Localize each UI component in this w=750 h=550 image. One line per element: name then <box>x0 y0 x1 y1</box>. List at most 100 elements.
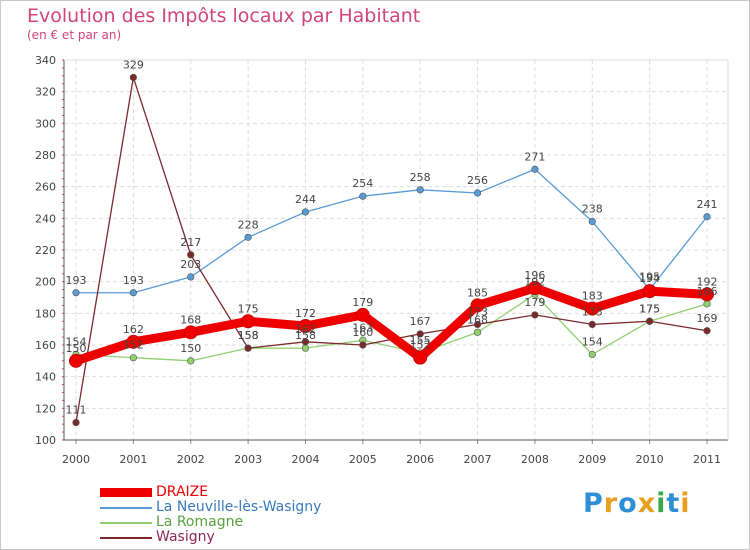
data-point <box>301 208 310 216</box>
y-minor-tick <box>62 423 64 425</box>
y-tick-label: 120 <box>35 402 56 415</box>
y-tick-label: 300 <box>35 117 56 130</box>
y-minor-tick <box>62 59 64 61</box>
y-minor-tick <box>62 407 64 409</box>
y-minor-tick <box>62 344 64 346</box>
y-minor-tick <box>62 320 64 322</box>
y-minor-tick <box>62 304 64 306</box>
x-tick-label: 2004 <box>291 453 319 466</box>
data-label: 196 <box>524 269 545 282</box>
data-point <box>416 186 424 194</box>
x-tick-label: 2007 <box>464 453 492 466</box>
x-tick-label: 2001 <box>119 453 147 466</box>
logo-letter: r <box>603 488 619 519</box>
y-minor-tick <box>62 439 64 441</box>
legend-label-la-neuville: La Neuville-lès-Wasigny <box>156 499 322 515</box>
y-minor-tick <box>62 273 64 275</box>
legend-label-draize: DRAIZE <box>156 484 209 500</box>
y-minor-tick <box>62 328 64 330</box>
legend-label-la-romagne: La Romagne <box>156 514 244 530</box>
data-point <box>642 284 657 299</box>
y-minor-tick <box>62 122 64 124</box>
y-minor-tick <box>62 83 64 85</box>
y-minor-tick <box>62 384 64 386</box>
data-point <box>129 354 137 362</box>
y-tick-label: 320 <box>35 86 56 99</box>
data-label: 193 <box>66 274 87 287</box>
y-minor-tick <box>62 257 64 259</box>
logo-letter: t <box>666 488 681 519</box>
y-tick-label: 140 <box>35 371 56 384</box>
data-point <box>359 192 367 200</box>
chart-title: Evolution des Impôts locaux par Habitant <box>27 5 421 27</box>
data-label: 228 <box>238 218 259 231</box>
data-label: 154 <box>66 336 87 349</box>
data-label: 256 <box>467 174 488 187</box>
x-tick-label: 2003 <box>234 453 262 466</box>
data-point <box>473 328 482 336</box>
data-label: 192 <box>524 275 545 288</box>
data-label: 160 <box>352 326 373 339</box>
y-minor-tick <box>62 360 64 362</box>
y-minor-tick <box>62 178 64 180</box>
data-point <box>298 319 313 333</box>
data-label: 254 <box>352 177 373 190</box>
data-point <box>473 189 482 197</box>
logo-letter: i <box>656 488 667 519</box>
data-label: 193 <box>123 274 144 287</box>
data-point <box>359 341 367 349</box>
logo-letter: P <box>583 488 604 519</box>
x-tick-label: 2000 <box>62 453 90 466</box>
data-point <box>72 418 80 427</box>
logo-letter: o <box>618 488 638 519</box>
data-label: 158 <box>238 329 259 342</box>
data-label: 203 <box>180 258 201 271</box>
data-label: 195 <box>639 271 660 284</box>
data-label: 158 <box>295 329 316 342</box>
data-point <box>700 287 714 302</box>
data-point <box>588 320 596 329</box>
data-label: 173 <box>582 305 603 318</box>
y-minor-tick <box>62 217 64 219</box>
data-point <box>187 357 195 365</box>
y-minor-tick <box>62 209 64 211</box>
y-minor-tick <box>62 146 64 148</box>
data-label: 183 <box>582 290 603 303</box>
y-minor-tick <box>62 376 64 378</box>
y-minor-tick <box>62 114 64 116</box>
legend-swatch-la-romagne <box>100 522 152 524</box>
x-tick-label: 2005 <box>349 453 377 466</box>
data-label: 168 <box>180 313 201 326</box>
y-minor-tick <box>62 241 64 243</box>
legend-swatch-la-neuville <box>100 507 152 509</box>
y-tick-label: 240 <box>35 212 56 225</box>
y-minor-tick <box>62 297 64 298</box>
y-minor-tick <box>62 75 64 77</box>
y-minor-tick <box>62 352 64 354</box>
y-minor-tick <box>62 99 64 101</box>
data-label: 175 <box>639 302 660 315</box>
y-minor-tick <box>62 312 64 314</box>
y-minor-tick <box>62 233 64 235</box>
legend-swatch-draize <box>100 488 152 497</box>
chart-subtitle: (en € et par an) <box>27 28 122 42</box>
data-label: 217 <box>180 236 201 249</box>
y-minor-tick <box>62 431 64 433</box>
proxiti-logo: Proxiti <box>583 488 691 519</box>
y-minor-tick <box>62 281 64 283</box>
data-label: 194 <box>639 272 660 285</box>
data-point <box>703 300 711 308</box>
data-point <box>527 281 542 295</box>
data-label: 173 <box>467 305 488 318</box>
data-label: 179 <box>352 296 373 309</box>
y-minor-tick <box>62 91 64 93</box>
data-label: 175 <box>238 302 259 315</box>
data-label: 175 <box>639 302 660 315</box>
data-label: 241 <box>697 198 718 211</box>
data-point <box>241 314 256 329</box>
data-point <box>585 301 600 316</box>
data-point <box>187 273 195 281</box>
data-point <box>531 165 539 173</box>
data-point <box>703 213 711 221</box>
y-minor-tick <box>62 249 64 251</box>
